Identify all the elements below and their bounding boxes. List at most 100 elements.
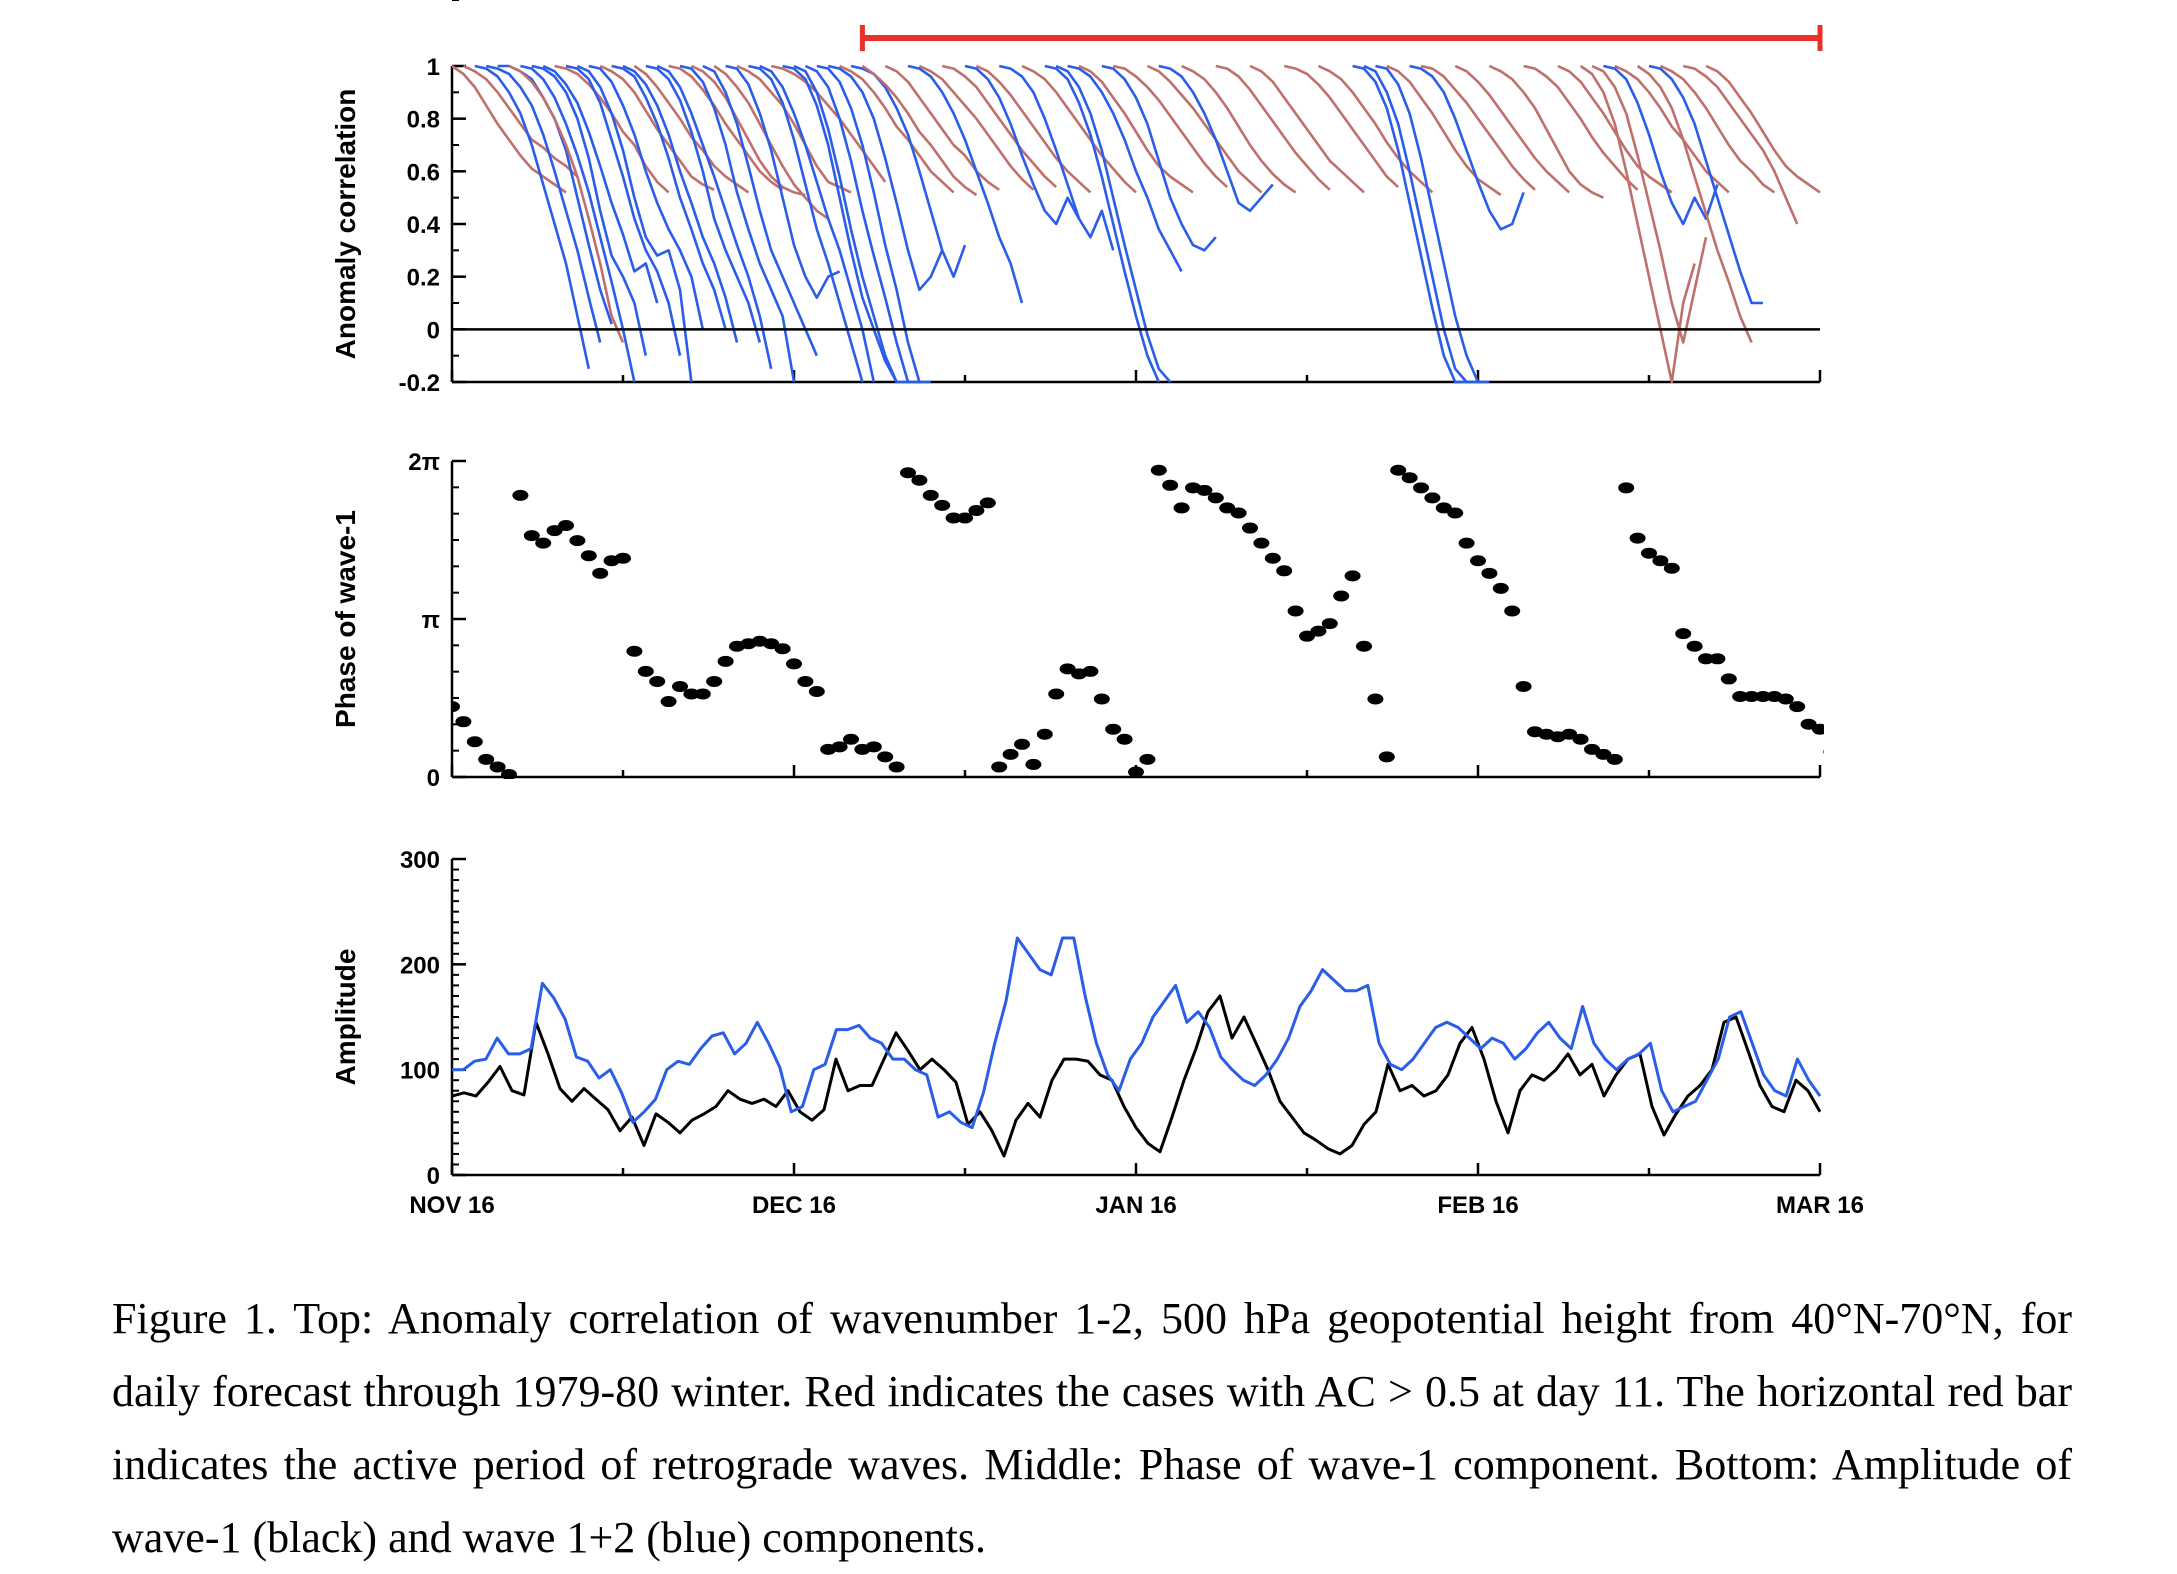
red-forecast-line — [1591, 64, 1708, 344]
y-tick-label: 1 — [427, 54, 440, 81]
red-forecast-line — [736, 64, 852, 194]
phase-point — [1173, 502, 1190, 514]
phase-point — [1447, 507, 1464, 519]
phase-point — [1196, 484, 1213, 496]
red-forecast-line — [1682, 64, 1799, 225]
phase-point — [1287, 605, 1304, 617]
phase-point — [1424, 492, 1441, 504]
phase-point — [1435, 502, 1452, 514]
blue-forecast-line — [679, 64, 796, 383]
phase-point — [1150, 464, 1167, 476]
blue-forecast-line — [816, 64, 931, 384]
phase-point — [523, 530, 540, 542]
blue-forecast-line — [531, 64, 648, 356]
blue-forecast-line — [804, 64, 920, 384]
wave-1-amplitude-line — [452, 994, 1822, 1158]
phase-point — [1663, 562, 1680, 574]
red-forecast-line — [668, 64, 784, 191]
phase-point — [808, 686, 825, 698]
blue-forecast-line — [1363, 64, 1478, 384]
phase-point — [1686, 640, 1703, 652]
phase-point — [1606, 753, 1623, 765]
red-forecast-line — [941, 64, 1058, 189]
red-forecast-line — [1249, 64, 1365, 194]
blue-forecast-line — [611, 64, 727, 330]
phase-point — [501, 768, 517, 779]
x-tick-label: NOV 16 — [409, 1192, 494, 1219]
blue-forecast-line — [793, 64, 908, 384]
phase-point — [1276, 565, 1293, 577]
phase-point — [1025, 758, 1042, 770]
phase-point — [1732, 691, 1749, 703]
red-forecast-line — [1181, 64, 1297, 194]
phase-point — [1458, 537, 1475, 549]
blue-forecast-line — [827, 64, 944, 292]
red-forecast-line — [1112, 64, 1229, 189]
phase-point — [1048, 688, 1065, 700]
red-forecast-line — [452, 64, 567, 194]
red-forecast-line — [462, 64, 579, 178]
red-forecast-line — [975, 64, 1092, 194]
blue-forecast-line — [656, 64, 773, 370]
phase-point — [1823, 749, 1824, 754]
blue-forecast-line — [622, 64, 739, 343]
red-forecast-line — [1021, 64, 1137, 194]
phase-point — [535, 537, 552, 549]
plot-area — [452, 64, 1821, 384]
phase-point — [1561, 728, 1578, 740]
phase-point — [1299, 630, 1315, 642]
phase-point — [1139, 753, 1156, 765]
red-forecast-line — [1705, 64, 1821, 194]
phase-point — [1789, 701, 1806, 713]
phase-point — [1595, 748, 1612, 760]
phase-point — [592, 567, 609, 579]
phase-point — [1014, 738, 1030, 750]
phase-panel: 0 π 2π Phase of wave-1 — [330, 0, 1824, 792]
y-tick-label: 0.4 — [407, 212, 441, 239]
phase-point — [1310, 625, 1327, 637]
y-tick-label: 100 — [400, 1058, 440, 1085]
phase-point — [1618, 482, 1635, 494]
phase-point — [1378, 751, 1395, 763]
phase-point — [546, 525, 563, 537]
blue-forecast-line — [1603, 64, 1719, 226]
red-forecast-line — [1488, 64, 1604, 199]
phase-point — [580, 550, 597, 562]
red-forecast-line — [1523, 64, 1639, 191]
blue-forecast-line — [1409, 64, 1525, 231]
phase-point — [1253, 537, 1270, 549]
y-tick-label: 0.6 — [407, 159, 440, 186]
phase-point — [1390, 464, 1407, 476]
phase-point — [1401, 472, 1418, 484]
figure-caption: Figure 1. Top: Anomaly correlation of wa… — [112, 1294, 2072, 1562]
y-tick-label: 300 — [400, 847, 440, 874]
blue-forecast-line — [1648, 64, 1763, 305]
phase-point — [1641, 547, 1657, 559]
red-forecast-line — [1386, 64, 1502, 197]
blue-forecast-line — [1055, 64, 1172, 383]
phase-point — [452, 701, 460, 713]
phase-point — [649, 675, 666, 687]
phase-point — [1800, 718, 1817, 730]
phase-point — [1709, 653, 1726, 665]
phase-point — [1470, 555, 1486, 567]
phase-point — [1116, 733, 1133, 745]
blue-forecast-line — [1101, 64, 1217, 252]
blue-forecast-line — [1158, 64, 1274, 213]
phase-point — [569, 535, 586, 547]
phase-point — [763, 638, 780, 650]
phase-point — [945, 512, 962, 524]
red-forecast-line — [1579, 64, 1696, 384]
phase-point — [626, 645, 643, 657]
phase-point — [843, 733, 859, 745]
phase-point — [1515, 680, 1532, 692]
blue-forecast-line — [1375, 64, 1490, 384]
plot-area — [452, 936, 1822, 1158]
red-forecast-line — [1146, 64, 1263, 194]
phase-point — [1207, 492, 1224, 504]
y-tick-label: -0.2 — [399, 370, 440, 397]
phase-point — [660, 696, 677, 708]
red-forecast-line — [1078, 64, 1194, 194]
phase-point — [979, 497, 996, 509]
red-forecast-line — [508, 64, 625, 344]
